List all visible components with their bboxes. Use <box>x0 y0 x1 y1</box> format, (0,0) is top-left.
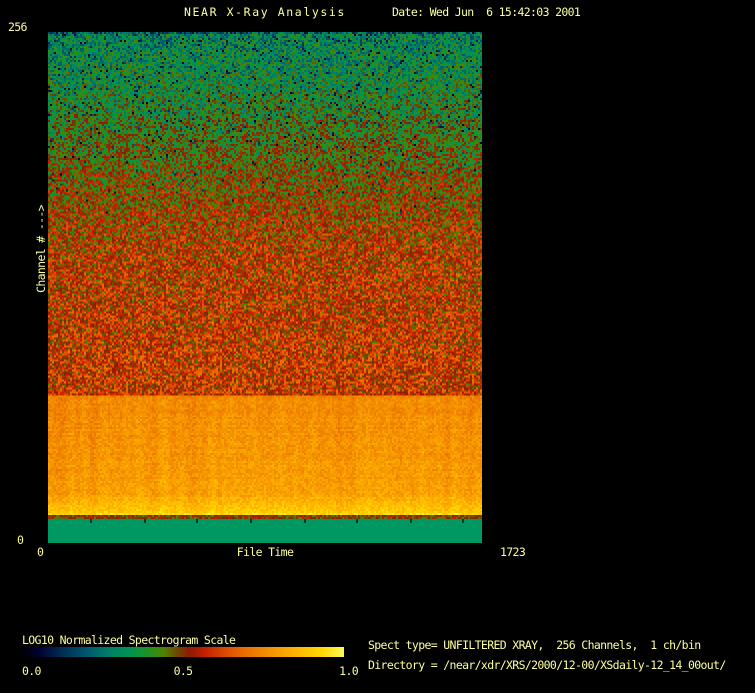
date-label: Date: Wed Jun 6 15:42:03 2001 <box>392 5 581 19</box>
x-axis-max-label: 1723 <box>500 545 526 559</box>
directory-line: Directory = /near/xdr/XRS/2000/12-00/XSd… <box>368 658 726 672</box>
spect-type-line: Spect type= UNFILTERED XRAY, 256 Channel… <box>368 638 701 652</box>
x-axis-min-label: 0 <box>37 545 44 559</box>
y-axis-max-label: 256 <box>8 20 27 34</box>
colorbar-tick-2: 1.0 <box>339 664 358 678</box>
y-axis-title-text: Channel # ---> <box>34 205 48 293</box>
y-axis-min-label: 0 <box>17 533 24 547</box>
x-axis-title: File Time <box>236 545 294 559</box>
colorbar-tick-1: 0.5 <box>173 664 193 678</box>
page-title: NEAR X-Ray Analysis <box>184 5 346 19</box>
colorbar-tick-0: 0.0 <box>22 664 41 678</box>
colorbar-title: LOG10 Normalized Spectrogram Scale <box>22 633 236 647</box>
spectrogram-canvas <box>48 32 482 543</box>
colorbar-gradient <box>22 647 344 657</box>
